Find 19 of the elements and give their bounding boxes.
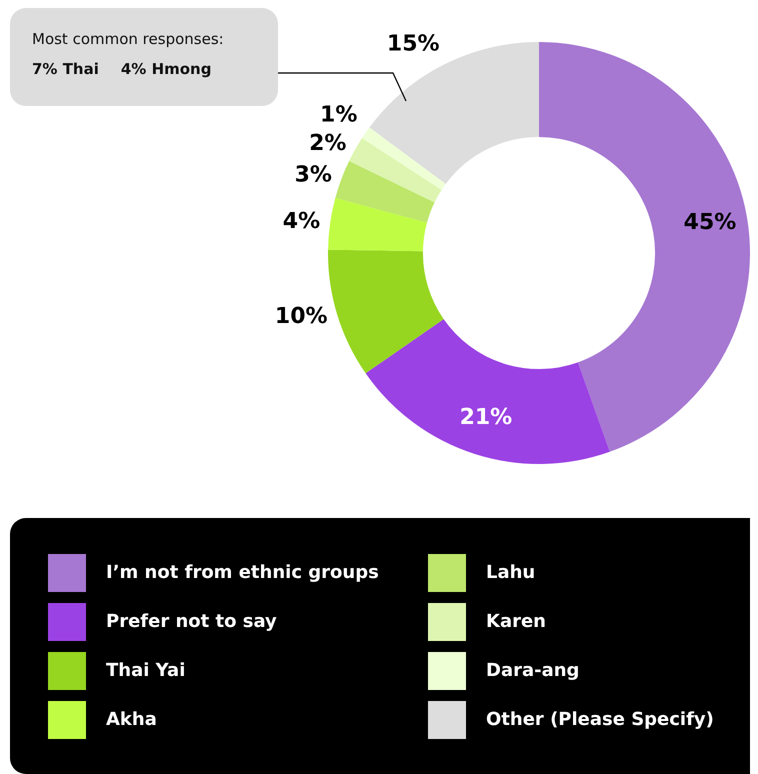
data-label: 3% bbox=[294, 162, 332, 188]
legend-label: Dara-ang bbox=[486, 660, 580, 681]
text: 4% Hmong bbox=[120, 60, 212, 78]
legend-label: Akha bbox=[106, 709, 157, 730]
data-label: 21% bbox=[460, 404, 512, 430]
legend-label: Prefer not to say bbox=[106, 611, 277, 632]
text: 7% Thai bbox=[32, 60, 99, 78]
data-label: 4% bbox=[282, 208, 320, 234]
legend-label: Thai Yai bbox=[106, 660, 186, 681]
text: Most common responses: bbox=[32, 30, 225, 48]
data-label: 10% bbox=[274, 304, 328, 330]
legend-label: Other (Please Specify) bbox=[486, 709, 714, 730]
data-label: 1% bbox=[320, 102, 358, 128]
data-label: 2% bbox=[309, 131, 346, 156]
data-label: 15% bbox=[386, 31, 440, 56]
legend-label: I’m not from ethnic groups bbox=[106, 562, 379, 583]
legend-label: Karen bbox=[486, 611, 546, 632]
data-label: 45% bbox=[684, 210, 736, 236]
legend-label: Lahu bbox=[486, 562, 536, 583]
